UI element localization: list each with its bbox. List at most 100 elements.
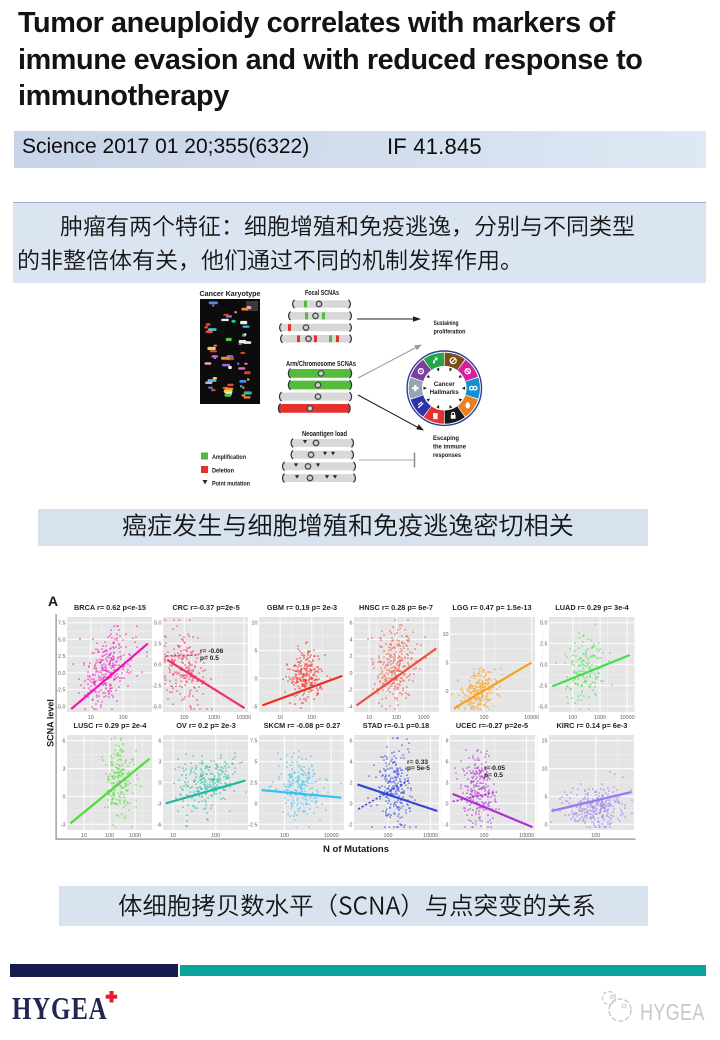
svg-text:p= 0.5: p= 0.5 [200,655,219,662]
svg-text:10000: 10000 [236,715,251,721]
svg-text:GBM r= 0.19 p= 2e-3: GBM r= 0.19 p= 2e-3 [267,603,337,612]
svg-text:0: 0 [545,822,548,828]
svg-text:r= -0.06: r= -0.06 [200,648,224,655]
svg-text:5.0: 5.0 [154,621,162,627]
svg-text:responses: responses [433,452,461,459]
svg-text:100: 100 [307,715,316,721]
svg-text:2.5: 2.5 [58,654,66,660]
svg-text:-3: -3 [157,801,162,807]
svg-text:-4: -4 [348,704,353,710]
svg-text:Focal SCNAs: Focal SCNAs [305,288,339,297]
svg-text:10: 10 [88,715,94,721]
svg-text:100: 100 [180,715,189,721]
svg-text:N of Mutations: N of Mutations [323,844,389,855]
svg-text:-6: -6 [157,822,162,828]
svg-text:A: A [48,593,58,609]
svg-text:6: 6 [350,621,353,627]
svg-text:OV r= 0.2 p= 2e-3: OV r= 0.2 p= 2e-3 [176,721,236,730]
svg-text:-5: -5 [253,704,258,710]
svg-text:Point mutation: Point mutation [212,481,250,488]
svg-text:SCNA level: SCNA level [46,699,56,747]
svg-text:-5.0: -5.0 [56,704,65,710]
svg-text:100: 100 [568,715,577,721]
svg-text:SKCM r= -0.08 p= 0.27: SKCM r= -0.08 p= 0.27 [264,721,341,730]
svg-text:0: 0 [63,794,66,800]
svg-text:-3: -3 [61,822,66,828]
svg-text:LGG r= 0.47 p= 1.5e-13: LGG r= 0.47 p= 1.5e-13 [452,603,531,612]
svg-text:Amplification: Amplification [212,454,246,461]
svg-text:2: 2 [350,654,353,660]
svg-text:7.5: 7.5 [58,621,66,627]
svg-text:r= 0.05: r= 0.05 [484,765,505,772]
svg-text:10: 10 [277,715,283,721]
svg-text:2.5: 2.5 [540,642,548,648]
svg-text:-2.5: -2.5 [152,683,161,689]
svg-text:0: 0 [255,676,258,682]
svg-text:100: 100 [119,715,128,721]
svg-text:Cancer: Cancer [434,381,456,388]
svg-text:0: 0 [446,689,449,695]
svg-text:Arm/Chromosome SCNAs: Arm/Chromosome SCNAs [286,359,356,368]
svg-text:Escaping: Escaping [433,435,459,442]
svg-text:0.0: 0.0 [154,663,162,669]
svg-text:1000: 1000 [594,715,606,721]
svg-text:LUSC r= 0.29 p= 2e-4: LUSC r= 0.29 p= 2e-4 [73,721,147,730]
svg-text:-3: -3 [444,822,449,828]
svg-text:10: 10 [443,632,449,638]
svg-text:0: 0 [446,801,449,807]
svg-text:100: 100 [480,715,489,721]
svg-text:6: 6 [63,739,66,745]
svg-text:4: 4 [350,760,353,766]
svg-text:-2.5: -2.5 [56,688,65,694]
svg-text:10000: 10000 [524,715,539,721]
svg-text:10: 10 [542,767,548,773]
svg-text:UCEC r=-0.27 p=2e-5: UCEC r=-0.27 p=2e-5 [456,721,528,730]
svg-text:-5.0: -5.0 [152,704,161,710]
svg-text:100: 100 [392,715,401,721]
svg-text:KIRC r= 0.14 p= 6e-3: KIRC r= 0.14 p= 6e-3 [556,721,627,730]
svg-text:0: 0 [350,801,353,807]
svg-text:Neoantigen load: Neoantigen load [302,429,347,438]
svg-text:3: 3 [63,767,66,773]
svg-text:0.0: 0.0 [58,671,66,677]
svg-text:7.5: 7.5 [250,739,258,745]
svg-text:5: 5 [446,661,449,667]
svg-text:-2: -2 [348,822,353,828]
svg-text:10000: 10000 [620,715,635,721]
svg-text:10: 10 [170,833,176,839]
svg-text:Hallmarks: Hallmarks [430,389,460,396]
svg-text:1000: 1000 [418,715,430,721]
svg-text:p= 5e-5: p= 5e-5 [407,765,430,772]
svg-text:6: 6 [159,739,162,745]
svg-text:2.5: 2.5 [154,642,162,648]
svg-text:10000: 10000 [519,833,534,839]
svg-text:0: 0 [350,671,353,677]
svg-text:0.0: 0.0 [540,663,548,669]
svg-text:Deletion: Deletion [212,468,234,475]
svg-text:100: 100 [280,833,289,839]
svg-text:5: 5 [255,760,258,766]
svg-text:Sustaining: Sustaining [434,320,459,327]
svg-text:-2.5: -2.5 [538,683,547,689]
svg-text:100: 100 [105,833,114,839]
svg-text:5.0: 5.0 [540,621,548,627]
svg-text:LUAD r= 0.29 p= 3e-4: LUAD r= 0.29 p= 3e-4 [555,603,629,612]
svg-text:6: 6 [446,760,449,766]
svg-text:4: 4 [350,637,353,643]
svg-text:1000: 1000 [129,833,141,839]
svg-text:0: 0 [255,801,258,807]
svg-text:15: 15 [542,739,548,745]
svg-text:10000: 10000 [324,833,339,839]
svg-text:9: 9 [446,739,449,745]
svg-text:100: 100 [384,833,393,839]
svg-text:BRCA r= 0.62 p<e-15: BRCA r= 0.62 p<e-15 [74,603,146,612]
svg-text:-2: -2 [348,688,353,694]
svg-text:HNSC r= 0.28 p= 6e-7: HNSC r= 0.28 p= 6e-7 [359,603,433,612]
svg-text:2.5: 2.5 [250,781,258,787]
svg-text:Cancer Karyotype: Cancer Karyotype [200,289,261,298]
svg-text:5: 5 [545,794,548,800]
svg-text:-2.5: -2.5 [248,822,257,828]
svg-text:3: 3 [159,760,162,766]
svg-text:2: 2 [350,781,353,787]
svg-text:3: 3 [446,781,449,787]
